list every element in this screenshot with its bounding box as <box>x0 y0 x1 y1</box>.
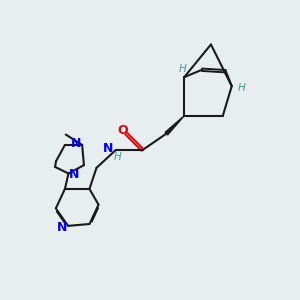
Text: N: N <box>103 142 114 155</box>
Text: N: N <box>70 137 81 150</box>
Text: H: H <box>237 82 245 93</box>
Text: H: H <box>179 64 187 74</box>
Text: N: N <box>69 168 80 181</box>
Text: O: O <box>117 124 128 136</box>
Text: H: H <box>113 152 121 161</box>
Polygon shape <box>165 116 184 135</box>
Text: N: N <box>57 221 68 234</box>
